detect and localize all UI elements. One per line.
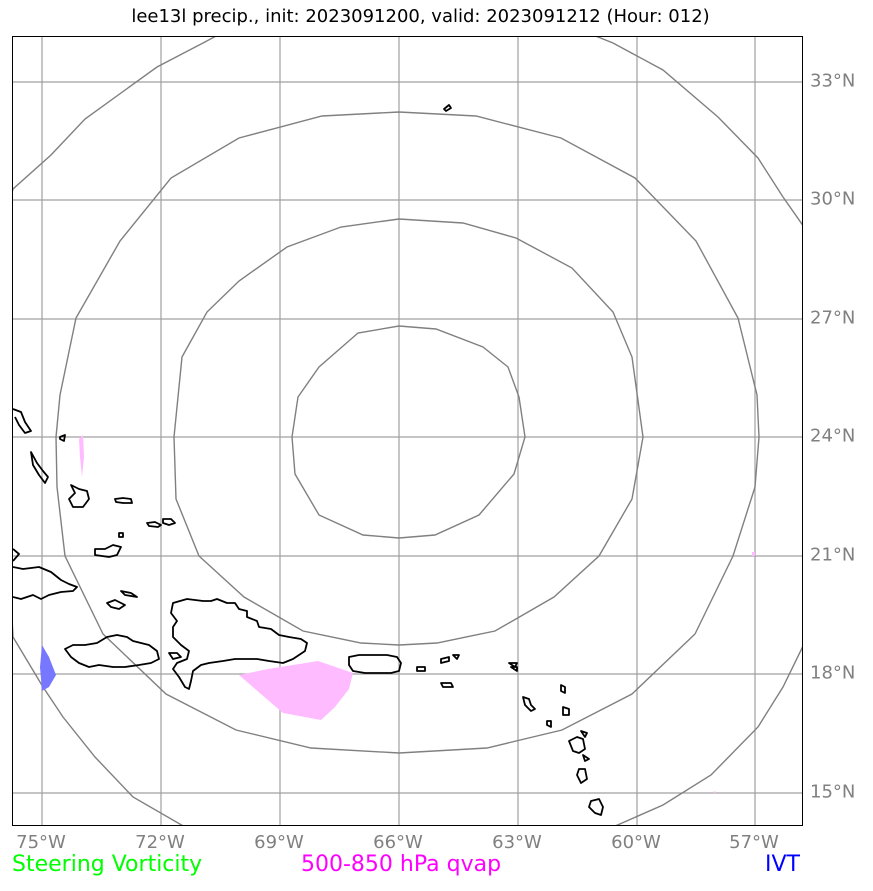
tick-lon-75w: 75°W <box>16 832 66 853</box>
legend-qvap: 500-850 hPa qvap <box>301 852 502 877</box>
coastline-bahamas-andros <box>13 408 32 434</box>
range-ring-1 <box>291 325 526 539</box>
coastline-jamaica <box>64 634 160 668</box>
coastline-tortuga <box>168 652 182 660</box>
range-ring-2 <box>173 218 644 646</box>
qvap-patch-south-hispaniola <box>239 661 353 720</box>
tick-lon-69w: 69°W <box>254 832 304 853</box>
coastline-jamaica-north <box>120 590 138 598</box>
gridlines <box>13 37 802 825</box>
coastline-bahamas-exuma <box>30 451 49 484</box>
coastline-bahamas-long <box>68 484 90 508</box>
tick-lat-27n: 27°N <box>810 307 856 329</box>
coastline-martinique <box>568 730 590 762</box>
coastline-turks <box>162 518 176 526</box>
tick-lon-66w: 66°W <box>373 832 423 853</box>
qvap-overlay <box>79 435 755 794</box>
coastline-bahamas-small <box>59 434 66 442</box>
qvap-patch-bahamas <box>79 435 84 477</box>
coastline-cuba-east <box>13 548 78 600</box>
coastline-inagua <box>114 497 133 504</box>
coastlines <box>13 104 604 816</box>
tick-lon-72w: 72°W <box>135 832 185 853</box>
range-ring-3 <box>55 111 760 754</box>
coastline-barbados <box>588 798 604 816</box>
range-rings <box>13 37 802 825</box>
coastline-caicos <box>146 521 162 528</box>
ivt-patch-jamaica-west <box>40 645 56 691</box>
coastline-bermuda <box>443 104 452 112</box>
tick-lat-21n: 21°N <box>810 544 856 566</box>
legend-steering-vorticity: Steering Vorticity <box>12 852 203 877</box>
tick-lat-33n: 33°N <box>810 70 856 92</box>
coastline-st-lucia <box>576 768 588 784</box>
tick-lat-18n: 18°N <box>810 662 856 684</box>
coastline-dominica <box>562 706 570 716</box>
tick-lon-57w: 57°W <box>729 832 779 853</box>
map-frame <box>12 36 803 826</box>
tick-lat-30n: 30°N <box>810 188 856 210</box>
legend-ivt: IVT <box>765 852 800 877</box>
qvap-speck-southeast <box>713 791 716 794</box>
tick-lat-24n: 24°N <box>810 425 856 447</box>
coastline-st-croix <box>440 682 454 688</box>
coastline-gonave <box>106 599 126 610</box>
coastline-virgin-islands <box>416 654 460 672</box>
range-ring-4 <box>13 37 802 825</box>
tick-lat-15n: 15°N <box>810 781 856 803</box>
qvap-speck-east <box>752 552 755 556</box>
coastline-antigua-guadeloupe <box>522 684 566 712</box>
map-canvas <box>13 37 802 825</box>
coastline-montserrat <box>546 720 552 728</box>
tick-lon-60w: 60°W <box>611 832 661 853</box>
coastline-cuba-cays <box>94 532 124 558</box>
tick-lon-63w: 63°W <box>492 832 542 853</box>
ivt-overlay <box>40 645 56 691</box>
coastline-puerto-rico <box>348 654 402 674</box>
coastline-hispaniola <box>170 598 308 690</box>
map-title: lee13l precip., init: 2023091200, valid:… <box>131 6 710 27</box>
coastline-anguilla <box>508 662 518 672</box>
